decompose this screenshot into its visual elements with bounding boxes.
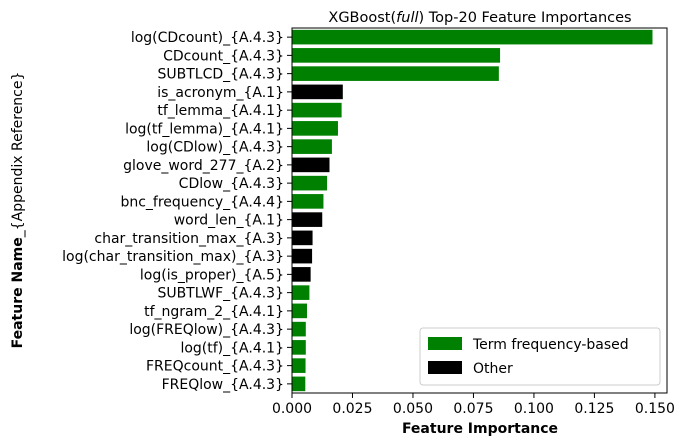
legend: Term frequency-based Other	[419, 327, 661, 386]
x-tick-label: 0.150	[635, 401, 675, 417]
x-tick-label: 0.000	[272, 401, 312, 417]
y-axis-label-rest: _{Appendix Reference}	[10, 72, 26, 239]
plot-frame	[291, 27, 668, 394]
y-tick-label: SUBTLCD_{A.4.3}	[157, 67, 284, 83]
bar-10	[292, 212, 323, 227]
legend-label-tf: Term frequency-based	[472, 337, 629, 353]
bar-19	[292, 376, 306, 392]
y-tick-label: tf_lemma_{A.4.1}	[157, 103, 284, 119]
bar-1	[292, 48, 501, 63]
legend-label-other: Other	[473, 361, 513, 377]
chart-title-italic: full	[396, 10, 418, 26]
bar-11	[292, 230, 313, 246]
chart-title: XGBoost(full) Top-20 Feature Importances	[328, 10, 631, 26]
bars	[292, 29, 653, 392]
y-tick-label: tf_ngram_2_{A.4.1}	[144, 304, 284, 320]
y-tick-label: SUBTLWF_{A.4.3}	[157, 286, 284, 302]
legend-swatch-tf	[428, 337, 462, 350]
x-tick-label: 0.025	[332, 401, 372, 417]
bar-3	[292, 84, 343, 100]
bar-2	[292, 66, 499, 81]
bar-6	[292, 139, 332, 154]
x-axis-label: Feature Importance	[402, 421, 558, 437]
y-tick-label: log(CDcount)_{A.4.3}	[131, 30, 284, 46]
y-tick-label: FREQcount_{A.4.3}	[146, 359, 284, 375]
y-tick-label: log(is_proper)_{A.5}	[140, 267, 284, 283]
bar-15	[292, 303, 307, 319]
y-tick-label: log(tf_lemma)_{A.4.1}	[125, 121, 284, 137]
y-tick-label: log(tf)_{A.4.1}	[180, 340, 284, 356]
bar-12	[292, 248, 313, 264]
bar-5	[292, 121, 338, 136]
bar-4	[292, 102, 342, 118]
y-tick-label: char_transition_max_{A.3}	[94, 231, 284, 247]
x-ticks: 0.000 0.025 0.050 0.075 0.100 0.125 0.150	[272, 393, 675, 417]
y-tick-label: FREQlow_{A.4.3}	[162, 377, 284, 393]
x-tick-label: 0.125	[574, 401, 614, 417]
chart-title-suffix: ) Top-20 Feature Importances	[419, 10, 632, 26]
y-tick-label: log(char_transition_max)_{A.3}	[62, 249, 284, 265]
chart-title-prefix: XGBoost(	[328, 10, 396, 26]
bar-8	[292, 175, 328, 191]
y-tick-label: word_len_{A.1}	[174, 213, 284, 229]
y-axis-label-bold: Feature Name	[10, 237, 26, 348]
bar-17	[292, 340, 306, 355]
bar-18	[292, 358, 306, 373]
y-tick-label: is_acronym_{A.1}	[157, 85, 284, 101]
legend-swatch-other	[428, 361, 462, 374]
y-tick-label: glove_word_277_{A.2}	[123, 158, 284, 174]
y-tick-label: CDlow_{A.4.3}	[179, 176, 284, 192]
y-tick-label: bnc_frequency_{A.4.4}	[120, 194, 284, 210]
y-tick-label: log(CDlow)_{A.4.3}	[146, 140, 284, 156]
x-tick-label: 0.075	[453, 401, 493, 417]
bar-14	[292, 285, 310, 300]
x-tick-label: 0.050	[393, 401, 433, 417]
x-tick-label: 0.100	[514, 401, 554, 417]
y-tick-label: log(FREQlow)_{A.4.3}	[129, 322, 284, 338]
bar-9	[292, 194, 324, 209]
y-axis-label: Feature Name_{Appendix Reference}	[10, 72, 26, 349]
bar-7	[292, 157, 330, 173]
bar-16	[292, 321, 306, 337]
y-tick-labels: log(CDcount)_{A.4.3} CDcount_{A.4.3} SUBTL…	[62, 30, 292, 393]
legend-box	[419, 327, 661, 386]
y-tick-label: CDcount_{A.4.3}	[163, 48, 284, 64]
bar-0	[292, 29, 653, 45]
bar-13	[292, 267, 311, 282]
